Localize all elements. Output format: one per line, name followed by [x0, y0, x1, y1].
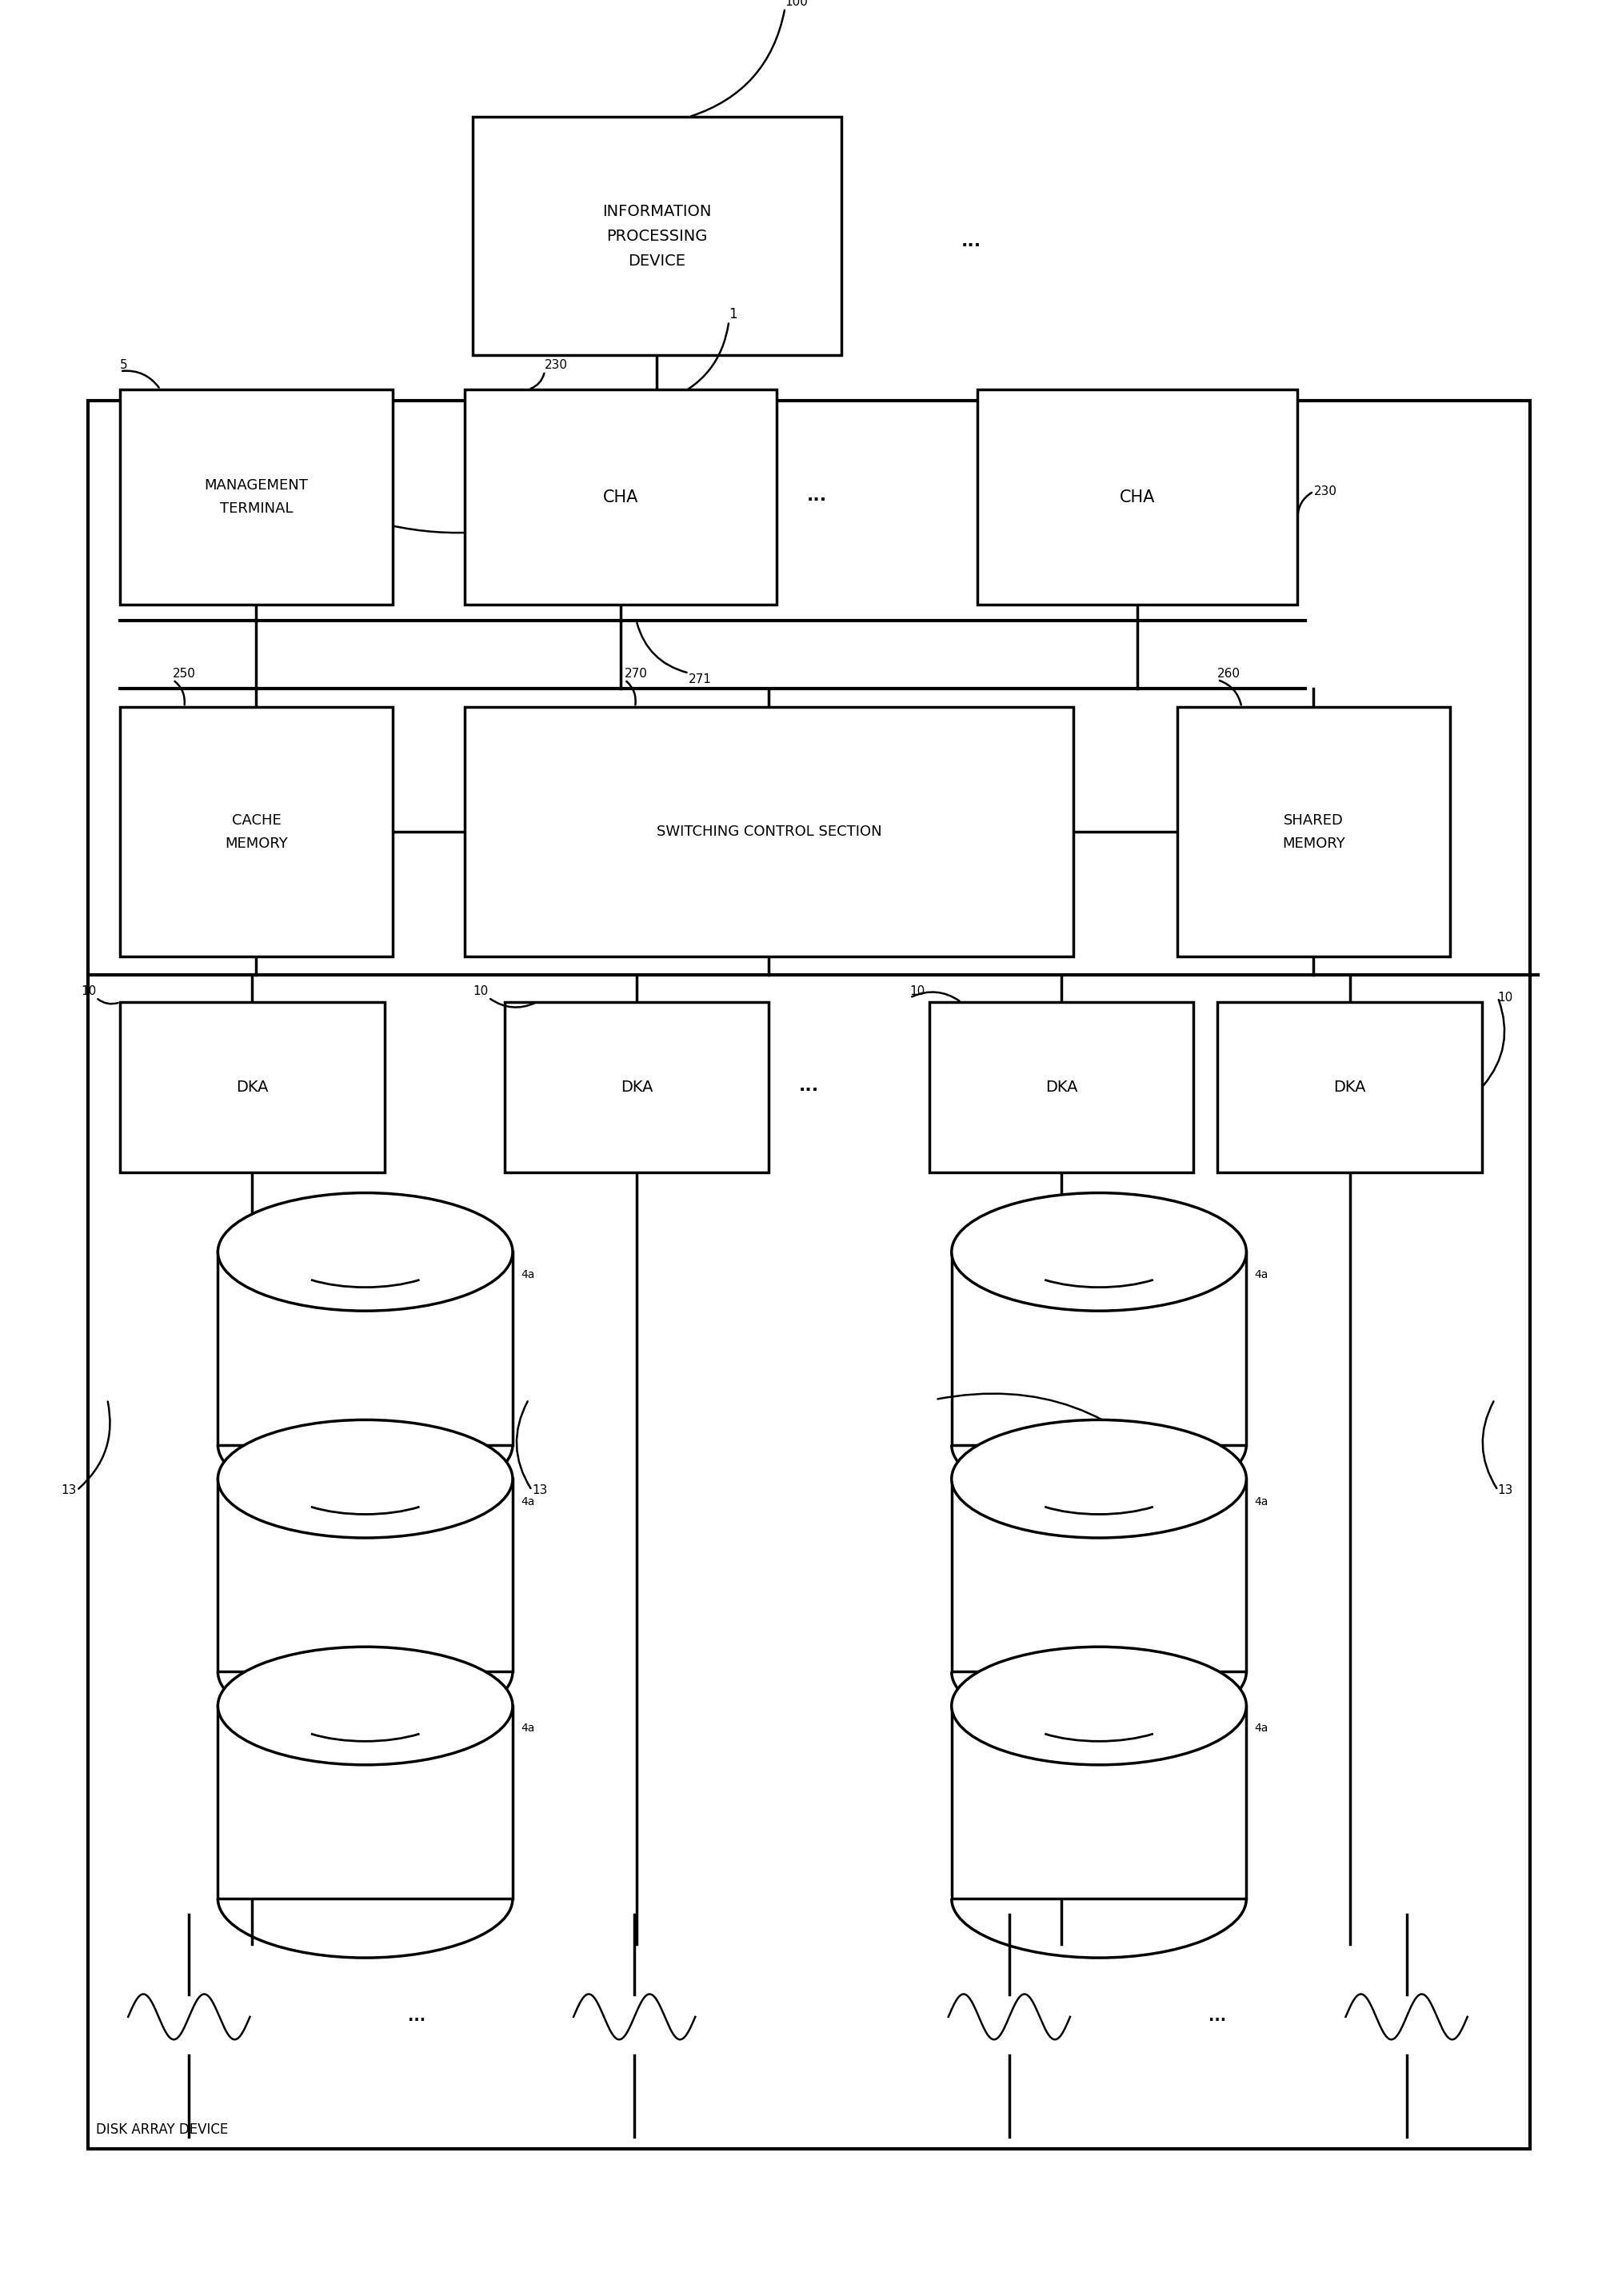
Text: 230: 230 — [1314, 484, 1336, 498]
Bar — [505, 1001, 769, 1173]
Bar — [465, 390, 777, 604]
Bar — [218, 1479, 513, 1671]
Text: CN11: CN11 — [296, 491, 330, 503]
Ellipse shape — [952, 1194, 1246, 1311]
Bar — [1177, 707, 1450, 957]
Bar — [1218, 1001, 1482, 1173]
Ellipse shape — [952, 1419, 1246, 1538]
Text: ...: ... — [799, 1079, 819, 1095]
Text: ...: ... — [807, 489, 827, 505]
Bar — [952, 1706, 1246, 1899]
Ellipse shape — [218, 1646, 513, 1766]
Text: 271: 271 — [689, 673, 711, 684]
Text: DKA: DKA — [1333, 1079, 1367, 1095]
Text: 4a: 4a — [521, 1270, 535, 1281]
Bar — [977, 390, 1298, 604]
Bar — [218, 1706, 513, 1899]
Text: ...: ... — [1208, 2009, 1227, 2025]
Text: 10: 10 — [473, 985, 489, 999]
Text: 100: 100 — [785, 0, 807, 7]
Text: 4a: 4a — [521, 1722, 535, 1733]
Bar — [929, 1001, 1193, 1173]
Text: 13: 13 — [532, 1483, 548, 1497]
Text: 4a: 4a — [521, 1497, 535, 1506]
Text: INFORMATION
PROCESSING
DEVICE: INFORMATION PROCESSING DEVICE — [602, 204, 711, 269]
Bar — [120, 707, 392, 957]
Text: 10: 10 — [910, 985, 926, 999]
Bar — [473, 117, 841, 356]
Ellipse shape — [952, 1646, 1246, 1766]
Text: 10: 10 — [1498, 992, 1514, 1003]
Text: 4a: 4a — [1254, 1497, 1269, 1506]
Text: 13: 13 — [61, 1483, 77, 1497]
Text: CHA: CHA — [602, 489, 639, 505]
Ellipse shape — [218, 1419, 513, 1538]
Text: SHARED
MEMORY: SHARED MEMORY — [1282, 813, 1346, 852]
Text: ...: ... — [407, 2009, 426, 2025]
Text: 270: 270 — [625, 668, 647, 680]
Bar — [120, 1001, 384, 1173]
Ellipse shape — [218, 1194, 513, 1311]
Text: MANAGEMENT
TERMINAL: MANAGEMENT TERMINAL — [205, 478, 308, 517]
Text: ...: ... — [961, 234, 982, 250]
Text: DKA: DKA — [1045, 1079, 1078, 1095]
Text: 13: 13 — [1498, 1483, 1514, 1497]
Text: 4a: 4a — [1254, 1722, 1269, 1733]
Text: CHA: CHA — [1120, 489, 1155, 505]
Text: SWITCHING CONTROL SECTION: SWITCHING CONTROL SECTION — [657, 824, 881, 838]
Text: 10: 10 — [80, 985, 96, 999]
Bar — [218, 1251, 513, 1444]
Bar — [120, 390, 392, 604]
Text: 1: 1 — [729, 308, 737, 321]
Text: DKA: DKA — [235, 1079, 269, 1095]
Bar — [952, 1251, 1246, 1444]
Bar — [88, 402, 1530, 2149]
Text: 4a: 4a — [1254, 1270, 1269, 1281]
Text: 230: 230 — [545, 358, 567, 372]
Bar — [465, 707, 1073, 957]
Text: CACHE
MEMORY: CACHE MEMORY — [224, 813, 288, 852]
Text: 5: 5 — [120, 358, 128, 372]
Text: DKA: DKA — [620, 1079, 654, 1095]
Text: DISK ARRAY DEVICE: DISK ARRAY DEVICE — [96, 2124, 229, 2138]
Text: 13: 13 — [1169, 1483, 1185, 1497]
Text: 250: 250 — [173, 668, 195, 680]
Bar — [952, 1479, 1246, 1671]
Text: 260: 260 — [1218, 668, 1240, 680]
